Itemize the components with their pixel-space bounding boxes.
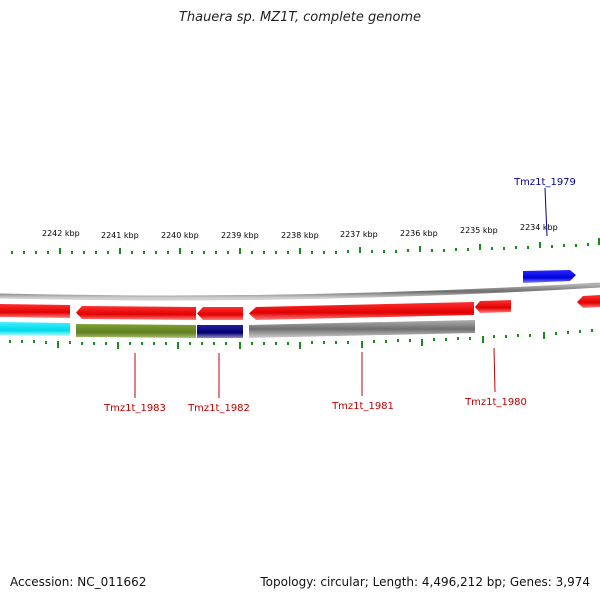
gene-label-tmz1t-1983[interactable]: Tmz1t_1983 xyxy=(103,403,166,414)
gene-arrow-tmz1t-1979[interactable] xyxy=(523,270,576,283)
genome-backbone xyxy=(0,282,600,301)
cog-segment-navy xyxy=(197,325,243,338)
tick-ring-upper xyxy=(11,238,600,254)
genome-summary-text: Topology: circular; Length: 4,496,212 bp… xyxy=(260,575,590,589)
gene-label-tmz1t-1979[interactable]: Tmz1t_1979 xyxy=(513,177,576,188)
cog-ring xyxy=(0,320,475,338)
gene-label-tmz1t-1980[interactable]: Tmz1t_1980 xyxy=(464,397,527,408)
scale-label: 2234 kbp xyxy=(520,223,558,232)
cog-segment-cyan xyxy=(0,322,70,336)
leader-tmz1t-1979 xyxy=(544,187,548,237)
tick-ring-lower xyxy=(9,329,593,349)
cog-segment-gray xyxy=(249,320,475,338)
gene-arrow-right-edge[interactable] xyxy=(577,295,600,308)
accession-text: Accession: NC_011662 xyxy=(10,575,147,589)
gene-labels: Tmz1t_1983 Tmz1t_1982 Tmz1t_1981 Tmz1t_1… xyxy=(103,177,576,414)
scale-label: 2239 kbp xyxy=(221,231,259,240)
gene-label-tmz1t-1981[interactable]: Tmz1t_1981 xyxy=(331,401,394,412)
scale-label: 2240 kbp xyxy=(161,231,199,240)
genome-title: Thauera sp. MZ1T, complete genome xyxy=(178,10,422,25)
gene-arrow-tmz1t-1981[interactable] xyxy=(249,302,474,320)
scale-label: 2242 kbp xyxy=(42,229,80,238)
reverse-strand-genes xyxy=(0,295,600,320)
cog-segment-olive xyxy=(76,324,196,338)
scale-label: 2236 kbp xyxy=(400,229,438,238)
gene-arrow-tmz1t-1982[interactable] xyxy=(197,307,243,320)
label-leaders xyxy=(134,187,548,398)
gene-label-tmz1t-1982[interactable]: Tmz1t_1982 xyxy=(187,403,250,414)
gene-arrow-left-edge[interactable] xyxy=(0,304,70,318)
scale-labels: 2242 kbp 2241 kbp 2240 kbp 2239 kbp 2238… xyxy=(42,223,558,240)
leader-tmz1t-1980 xyxy=(493,347,496,393)
gene-arrow-tmz1t-1980[interactable] xyxy=(475,300,511,313)
scale-label: 2238 kbp xyxy=(281,231,319,240)
scale-label: 2241 kbp xyxy=(101,231,139,240)
scale-label: 2237 kbp xyxy=(340,230,378,239)
gene-arrow-tmz1t-1983[interactable] xyxy=(76,306,196,320)
scale-label: 2235 kbp xyxy=(460,226,498,235)
